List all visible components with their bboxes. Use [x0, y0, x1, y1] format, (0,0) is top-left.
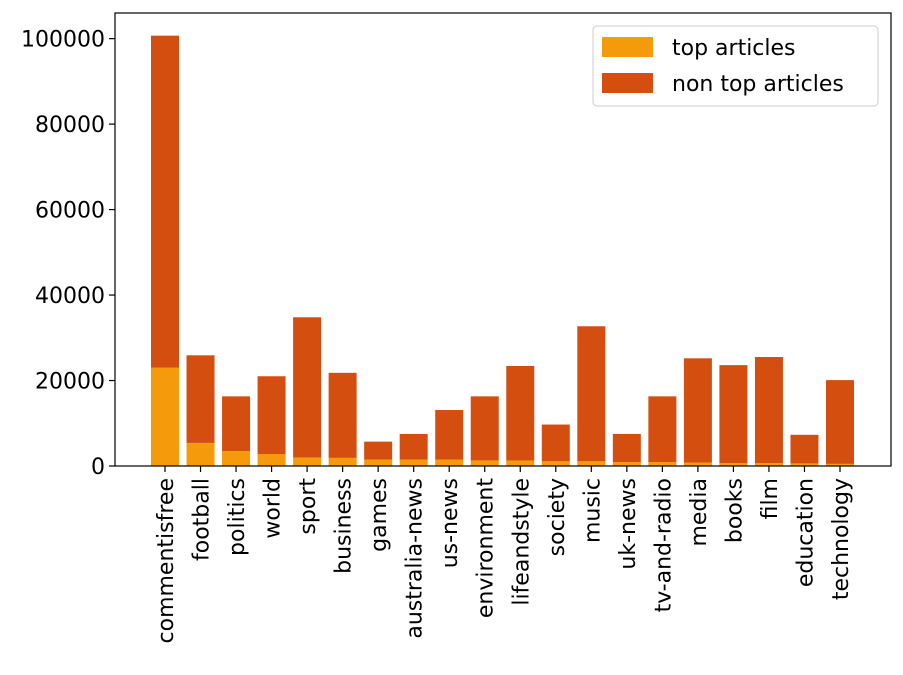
bar-non-top-articles-business: [328, 372, 357, 458]
x-tick-label-music: music: [580, 478, 605, 543]
bar-top-articles-commentisfree: [151, 367, 179, 466]
bar-top-articles-lifeandstyle: [506, 460, 535, 466]
bar-top-articles-environment: [470, 460, 499, 466]
bar-top-articles-politics: [222, 451, 251, 466]
y-tick-label: 40000: [35, 284, 105, 309]
x-tick-label-film: film: [758, 478, 783, 519]
bar-top-articles-books: [719, 463, 748, 466]
legend-label-top-articles: top articles: [672, 36, 796, 61]
y-tick-label: 0: [91, 455, 105, 480]
x-tick-label-environment: environment: [474, 478, 499, 618]
bar-non-top-articles-music: [577, 326, 606, 462]
bar-top-articles-technology: [826, 463, 854, 466]
legend: top articles non top articles: [592, 25, 879, 107]
bar-non-top-articles-world: [257, 376, 286, 455]
x-tick-label-business: business: [332, 478, 357, 574]
bar-top-articles-football: [186, 442, 215, 466]
y-tick-label: 20000: [35, 370, 105, 395]
y-tick-label: 80000: [35, 113, 105, 138]
bar-top-articles-music: [577, 461, 606, 466]
bar-non-top-articles-society: [541, 424, 570, 462]
bar-top-articles-world: [257, 454, 286, 466]
bar-top-articles-media: [683, 462, 712, 466]
bar-non-top-articles-australia-news: [399, 433, 428, 460]
bar-top-articles-uk-news: [612, 462, 641, 466]
bar-top-articles-us-news: [435, 459, 464, 466]
bar-top-articles-society: [541, 461, 570, 466]
legend-swatch-top-articles: [602, 37, 653, 57]
x-tick-label-technology: technology: [829, 478, 854, 600]
y-tick-label: 60000: [35, 199, 105, 224]
x-tick-label-sport: sport: [296, 478, 321, 535]
legend-label-non-top-articles: non top articles: [672, 72, 844, 97]
bar-non-top-articles-film: [754, 357, 783, 463]
bar-non-top-articles-technology: [826, 380, 854, 464]
x-tick-label-media: media: [687, 478, 712, 547]
x-tick-label-lifeandstyle: lifeandstyle: [509, 478, 534, 606]
bar-non-top-articles-us-news: [435, 410, 464, 460]
bar-top-articles-business: [328, 457, 357, 466]
bar-non-top-articles-commentisfree: [151, 35, 179, 368]
bar-non-top-articles-uk-news: [612, 433, 641, 463]
bar-top-articles-australia-news: [399, 459, 428, 466]
legend-box: [592, 25, 879, 107]
legend-swatch-non-top-articles: [602, 73, 653, 93]
x-axis: commentisfree football politics world sport b…: [154, 466, 854, 643]
x-tick-label-tv-and-radio: tv-and-radio: [651, 478, 676, 612]
x-tick-label-books: books: [722, 478, 747, 543]
bar-top-articles-games: [364, 459, 393, 466]
bar-non-top-articles-lifeandstyle: [506, 366, 535, 461]
bars-layer: [151, 35, 854, 466]
x-tick-label-commentisfree: commentisfree: [154, 478, 179, 643]
bar-non-top-articles-sport: [293, 317, 322, 458]
bar-top-articles-film: [754, 463, 783, 466]
y-tick-label: 100000: [21, 28, 105, 53]
y-axis: 0 20000 40000 60000 80000 100000: [21, 28, 115, 480]
x-tick-label-world: world: [261, 478, 286, 539]
x-tick-label-politics: politics: [225, 478, 250, 556]
x-tick-label-us-news: us-news: [438, 478, 463, 568]
bar-top-articles-sport: [293, 457, 322, 466]
bar-non-top-articles-education: [790, 434, 819, 464]
x-tick-label-australia-news: australia-news: [403, 478, 428, 639]
x-tick-label-football: football: [190, 478, 215, 561]
x-tick-label-education: education: [793, 478, 818, 587]
bar-non-top-articles-books: [719, 365, 748, 464]
bar-non-top-articles-tv-and-radio: [648, 396, 677, 463]
x-tick-label-uk-news: uk-news: [616, 478, 641, 570]
x-tick-label-society: society: [545, 478, 570, 556]
bar-top-articles-education: [790, 463, 819, 466]
plot-area-frame: [114, 12, 892, 467]
bar-top-articles-tv-and-radio: [648, 462, 677, 466]
bar-non-top-articles-environment: [470, 396, 499, 461]
bar-non-top-articles-games: [364, 441, 393, 460]
x-tick-label-games: games: [367, 478, 392, 552]
bar-non-top-articles-politics: [222, 396, 251, 452]
bar-non-top-articles-media: [683, 358, 712, 463]
bar-non-top-articles-football: [186, 355, 215, 443]
